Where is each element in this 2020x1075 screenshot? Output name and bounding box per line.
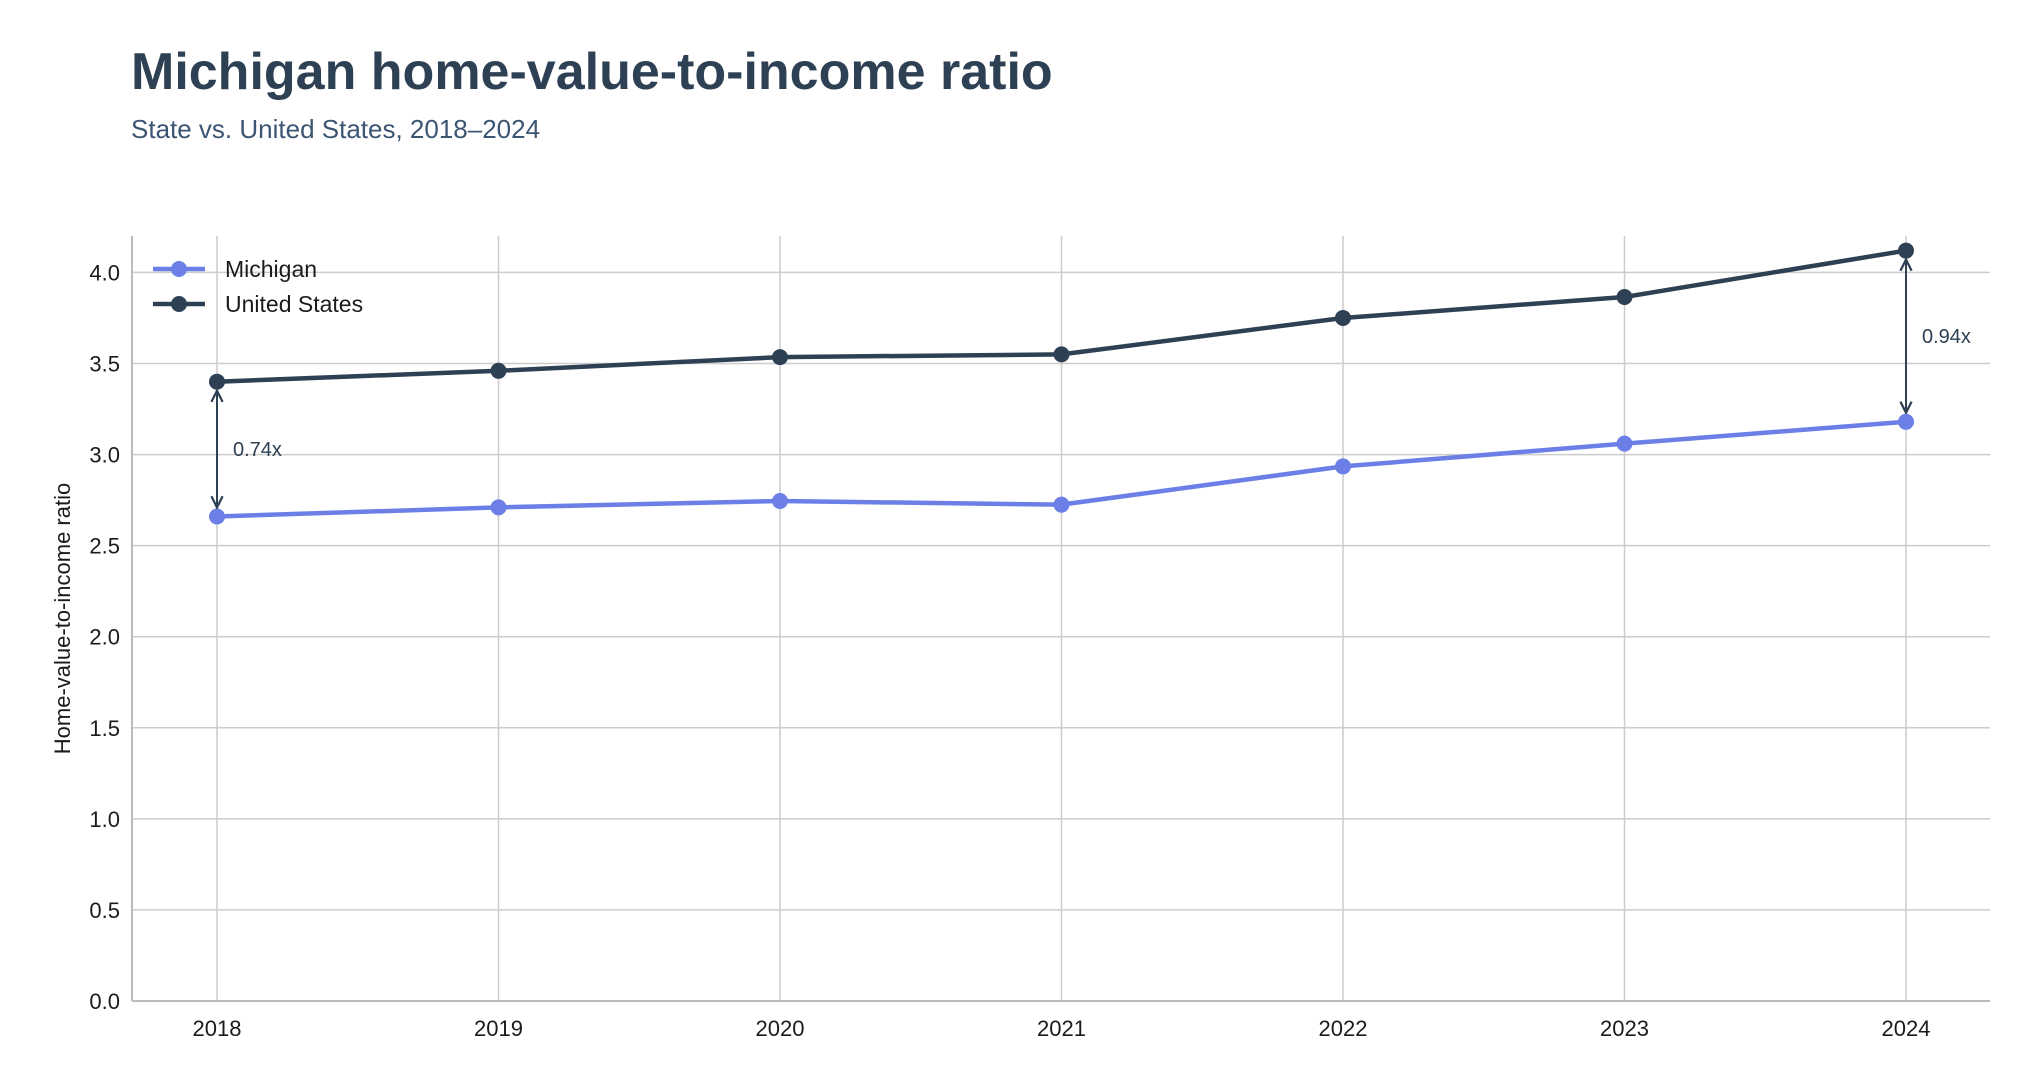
series-point bbox=[772, 349, 788, 366]
ratio-annotation: 0.74x bbox=[233, 439, 282, 461]
chart-subtitle: State vs. United States, 2018–2024 bbox=[131, 114, 541, 144]
series-point bbox=[1898, 242, 1914, 259]
x-tick-label: 2022 bbox=[1319, 1016, 1368, 1041]
x-tick-label: 2024 bbox=[1882, 1016, 1931, 1041]
legend-swatch-marker bbox=[171, 296, 187, 312]
x-tick-label: 2023 bbox=[1600, 1016, 1649, 1041]
x-tick-label: 2018 bbox=[193, 1016, 242, 1041]
x-tick-label: 2019 bbox=[474, 1016, 523, 1041]
series-point bbox=[209, 508, 225, 525]
series-point bbox=[490, 499, 507, 516]
y-axis-label: Home-value-to-income ratio bbox=[50, 483, 75, 754]
y-tick-label: 4.0 bbox=[89, 260, 120, 285]
y-tick-label: 1.0 bbox=[89, 807, 120, 832]
series-point bbox=[1053, 496, 1070, 513]
series-point bbox=[490, 362, 507, 379]
series-point bbox=[1335, 309, 1351, 326]
series-point bbox=[1053, 346, 1070, 363]
y-tick-label: 3.0 bbox=[89, 443, 120, 468]
series-point bbox=[1335, 458, 1351, 475]
legend-label: United States bbox=[225, 291, 363, 317]
chart-title: Michigan home-value-to-income ratio bbox=[131, 43, 1053, 101]
y-tick-label: 2.5 bbox=[89, 534, 120, 559]
y-tick-label: 3.5 bbox=[89, 352, 120, 377]
y-tick-label: 2.0 bbox=[89, 625, 120, 650]
series-point bbox=[1616, 435, 1633, 452]
x-tick-label: 2020 bbox=[756, 1016, 805, 1041]
x-tick-label: 2021 bbox=[1037, 1016, 1086, 1041]
series-point bbox=[1616, 289, 1633, 306]
series-point bbox=[772, 493, 788, 510]
legend-swatch-marker bbox=[171, 261, 187, 277]
series-point bbox=[1898, 413, 1914, 430]
y-tick-label: 0.5 bbox=[89, 898, 120, 923]
y-tick-label: 0.0 bbox=[89, 989, 120, 1014]
ratio-annotation: 0.94x bbox=[1922, 326, 1971, 348]
y-tick-label: 1.5 bbox=[89, 716, 120, 741]
legend-label: Michigan bbox=[225, 256, 317, 282]
series-point bbox=[209, 373, 225, 390]
